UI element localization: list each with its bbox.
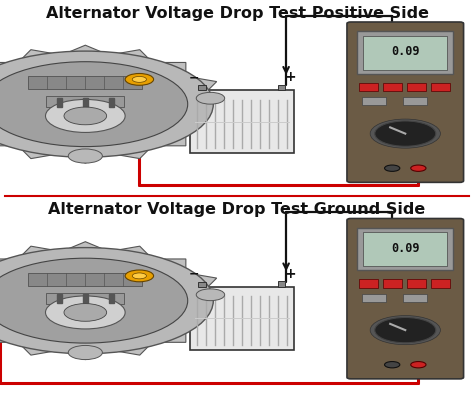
Bar — [83, 294, 88, 303]
FancyBboxPatch shape — [347, 22, 464, 182]
Text: 0.09: 0.09 — [391, 242, 419, 255]
Circle shape — [68, 345, 102, 360]
Circle shape — [0, 51, 213, 157]
Circle shape — [375, 121, 436, 146]
Bar — [190, 287, 294, 350]
Bar — [362, 97, 386, 105]
Circle shape — [64, 107, 107, 125]
Circle shape — [384, 165, 400, 171]
Bar — [431, 83, 450, 91]
Bar — [383, 83, 402, 91]
Bar — [362, 294, 386, 302]
Bar — [278, 281, 285, 287]
Circle shape — [370, 119, 440, 148]
Circle shape — [0, 248, 213, 354]
Circle shape — [46, 296, 125, 329]
Bar — [28, 76, 142, 90]
Circle shape — [196, 289, 225, 301]
Polygon shape — [0, 242, 228, 360]
Text: 0.09: 0.09 — [391, 45, 419, 58]
Circle shape — [46, 99, 125, 132]
Circle shape — [68, 149, 102, 163]
Bar — [198, 282, 206, 287]
Bar — [408, 83, 426, 91]
Bar — [46, 96, 124, 107]
Circle shape — [410, 165, 426, 171]
Text: Alternator Voltage Drop Test Ground Side: Alternator Voltage Drop Test Ground Side — [48, 202, 426, 217]
Circle shape — [132, 273, 146, 279]
Bar — [198, 85, 206, 90]
Circle shape — [64, 303, 107, 321]
Text: −: − — [188, 268, 199, 281]
Circle shape — [125, 73, 154, 85]
Text: +: + — [284, 266, 296, 281]
Bar — [359, 83, 378, 91]
Bar — [359, 279, 378, 288]
Bar — [403, 97, 427, 105]
Bar — [383, 279, 402, 288]
Bar — [357, 31, 453, 74]
Text: −: − — [188, 71, 199, 84]
Bar — [28, 273, 142, 286]
Text: +: + — [284, 70, 296, 84]
Circle shape — [370, 316, 440, 345]
Bar — [403, 294, 427, 302]
Bar — [57, 98, 62, 107]
Circle shape — [0, 258, 188, 343]
Bar — [363, 36, 447, 70]
Text: Alternator Voltage Drop Test Positive Side: Alternator Voltage Drop Test Positive Si… — [46, 6, 428, 21]
Bar — [363, 232, 447, 266]
Bar — [57, 294, 62, 303]
Circle shape — [125, 270, 154, 282]
Bar — [278, 85, 285, 90]
Bar — [357, 228, 453, 270]
Bar — [109, 98, 114, 107]
Circle shape — [384, 362, 400, 368]
FancyBboxPatch shape — [347, 219, 464, 379]
Circle shape — [196, 92, 225, 104]
Circle shape — [410, 362, 426, 368]
Circle shape — [132, 76, 146, 83]
Bar — [190, 90, 294, 153]
Bar — [431, 279, 450, 288]
Polygon shape — [0, 45, 228, 163]
Bar — [46, 293, 124, 303]
Circle shape — [375, 318, 436, 343]
Bar — [83, 98, 88, 107]
Circle shape — [0, 62, 188, 147]
Bar — [109, 294, 114, 303]
Bar — [408, 279, 426, 288]
